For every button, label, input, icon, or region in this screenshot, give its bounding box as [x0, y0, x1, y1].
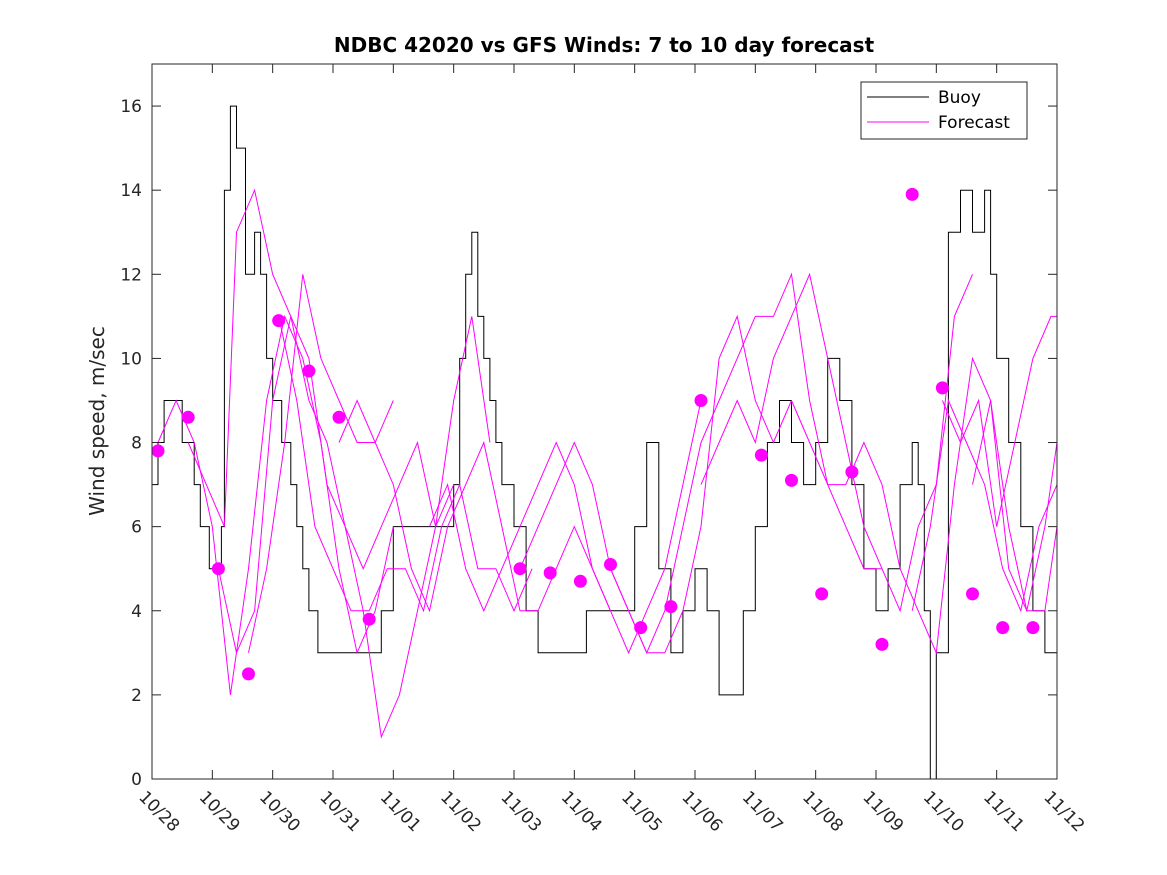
legend-forecast-label: Forecast	[938, 113, 1010, 133]
y-tick-label: 2	[131, 686, 142, 706]
legend: Buoy Forecast	[860, 81, 1028, 140]
forecast-point	[332, 410, 346, 424]
forecast-point	[664, 600, 678, 614]
forecast-series-line-9	[610, 272, 882, 655]
forecast-point	[815, 587, 829, 601]
forecast-point	[181, 410, 195, 424]
y-tick-label: 16	[120, 97, 142, 117]
forecast-point	[211, 562, 225, 576]
forecast-point	[272, 314, 286, 328]
forecast-series-line-11	[791, 356, 1057, 655]
forecast-series-line-3	[217, 314, 491, 739]
y-tick-label: 12	[120, 265, 142, 285]
forecast-point	[152, 444, 165, 458]
legend-buoy-label: Buoy	[938, 88, 981, 108]
forecast-series-line-4	[248, 274, 394, 653]
forecast-series-line-8	[519, 314, 792, 654]
y-tick-label: 6	[131, 518, 142, 538]
y-tick-label: 10	[120, 349, 142, 369]
y-tick-label: 4	[131, 602, 142, 622]
forecast-point	[634, 621, 648, 635]
forecast-point	[966, 587, 979, 601]
forecast-series-line-13	[941, 315, 1057, 527]
y-tick-label: 0	[131, 770, 142, 790]
forecast-series-line-10	[700, 272, 973, 613]
forecast-point	[604, 558, 617, 571]
forecast-series-line-1	[157, 314, 394, 695]
forecast-point	[362, 612, 376, 626]
forecast-point	[694, 394, 708, 407]
forecast-point	[935, 381, 949, 395]
forecast-point	[302, 364, 316, 378]
forecast-point	[543, 566, 557, 580]
forecast-point	[1026, 621, 1040, 635]
y-axis-label: Wind speed, m/sec	[85, 326, 109, 516]
forecast-point	[754, 448, 768, 462]
forecast-point	[905, 187, 919, 201]
forecast-point	[845, 465, 859, 479]
y-tick-label: 8	[131, 434, 142, 454]
forecast-series-line-12	[911, 398, 1057, 613]
chart-title: NDBC 42020 vs GFS Winds: 7 to 10 day for…	[334, 33, 875, 57]
forecast-series-line-14	[972, 400, 1057, 612]
y-tick-label: 14	[120, 181, 142, 201]
forecast-point	[573, 574, 587, 588]
forecast-point	[785, 473, 798, 487]
data-series-group	[152, 105, 1057, 779]
forecast-point	[513, 562, 527, 576]
legend-box	[860, 81, 1028, 140]
forecast-point	[875, 637, 889, 651]
buoy-series-line	[152, 105, 1057, 779]
forecast-series-line-5	[278, 316, 533, 613]
axes-box	[151, 63, 1058, 780]
forecast-series-line-6	[338, 399, 611, 613]
forecast-point	[242, 667, 255, 681]
forecast-point	[996, 621, 1010, 635]
